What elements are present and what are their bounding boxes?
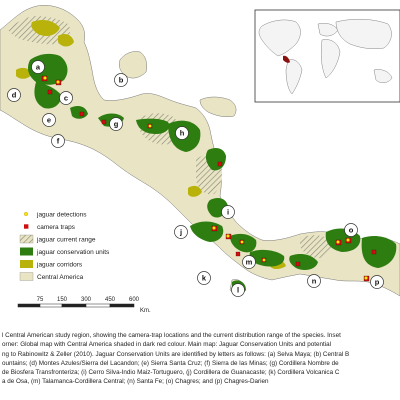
unit-label-h: h xyxy=(175,126,189,140)
unit-label-n: n xyxy=(307,274,321,288)
unit-label-d: d xyxy=(7,88,21,102)
map-figure: a b c d e f g h i j k l m n o p jaguar detections camera… xyxy=(0,4,400,314)
svg-text:m: m xyxy=(246,258,253,267)
legend-label: jaguar corridors xyxy=(36,261,83,268)
legend-label: camera traps xyxy=(37,224,76,231)
unit-label-i: i xyxy=(221,205,235,219)
legend-item: jaguar current range xyxy=(19,234,96,243)
unit-label-a: a xyxy=(31,60,45,74)
svg-text:c: c xyxy=(64,94,68,103)
scale-tick-label: 75 xyxy=(37,297,44,303)
svg-text:i: i xyxy=(227,208,229,217)
inset-world-map xyxy=(254,9,400,103)
svg-text:j: j xyxy=(179,228,182,237)
svg-text:b: b xyxy=(119,76,124,85)
scale-tick-label: 150 xyxy=(57,297,68,303)
legend-item: Central America xyxy=(19,272,84,281)
unit-label-o: o xyxy=(344,223,358,237)
svg-text:g: g xyxy=(114,120,119,129)
legend: jaguar detections camera traps jaguar curr… xyxy=(18,208,136,290)
scale-unit: Km. xyxy=(140,308,151,314)
scale-tick-label: 600 xyxy=(129,297,140,303)
svg-text:p: p xyxy=(375,278,380,287)
caption-line: a de Osa, (m) Talamanca-Cordillera Centr… xyxy=(2,378,269,386)
unit-label-p: p xyxy=(370,275,384,289)
svg-text:f: f xyxy=(57,137,60,146)
inset-central-america-highlight xyxy=(283,55,290,63)
unit-label-c: c xyxy=(59,91,73,105)
legend-item: camera traps xyxy=(24,224,76,231)
caption-line: ountains; (d) Montes Azules/Sierra del L… xyxy=(2,359,339,367)
unit-labels: a b c d e f g h i j k l m n o p xyxy=(7,60,384,297)
legend-item: jaguar detections xyxy=(24,211,87,218)
scale-tick-label: 300 xyxy=(81,297,92,303)
caption-line: ng to Rabinowitz & Zeller (2010). Jaguar… xyxy=(2,350,350,358)
svg-text:d: d xyxy=(12,91,17,100)
legend-label: jaguar conservation units xyxy=(36,249,110,256)
unit-label-j: j xyxy=(174,225,188,239)
unit-label-g: g xyxy=(109,117,123,131)
unit-label-k: k xyxy=(197,271,211,285)
legend-label: jaguar current range xyxy=(36,236,96,243)
caption-line: orner: Global map with Central America s… xyxy=(2,341,332,349)
caption-line: l Central American study region, showing… xyxy=(2,332,341,339)
scale-tick-label: 450 xyxy=(105,297,116,303)
caption-line: de Biosfera Transfronteriza; (i) Cerro S… xyxy=(2,369,340,377)
unit-label-m: m xyxy=(242,255,256,269)
jaguar-detections xyxy=(43,76,368,280)
svg-text:e: e xyxy=(47,116,51,125)
svg-text:n: n xyxy=(312,277,317,286)
unit-label-e: e xyxy=(42,113,56,127)
unit-label-b: b xyxy=(114,73,128,87)
legend-item: jaguar corridors xyxy=(20,260,83,268)
svg-text:k: k xyxy=(202,274,207,283)
svg-text:l: l xyxy=(237,286,239,295)
svg-text:h: h xyxy=(180,129,185,138)
legend-item: jaguar conservation units xyxy=(20,247,110,256)
unit-label-l: l xyxy=(231,283,245,297)
svg-text:o: o xyxy=(349,226,354,235)
unit-label-f: f xyxy=(51,134,65,148)
legend-label: Central America xyxy=(37,274,84,281)
figure-caption: l Central American study region, showing… xyxy=(2,331,398,387)
legend-label: jaguar detections xyxy=(36,211,87,218)
svg-text:a: a xyxy=(36,63,41,72)
